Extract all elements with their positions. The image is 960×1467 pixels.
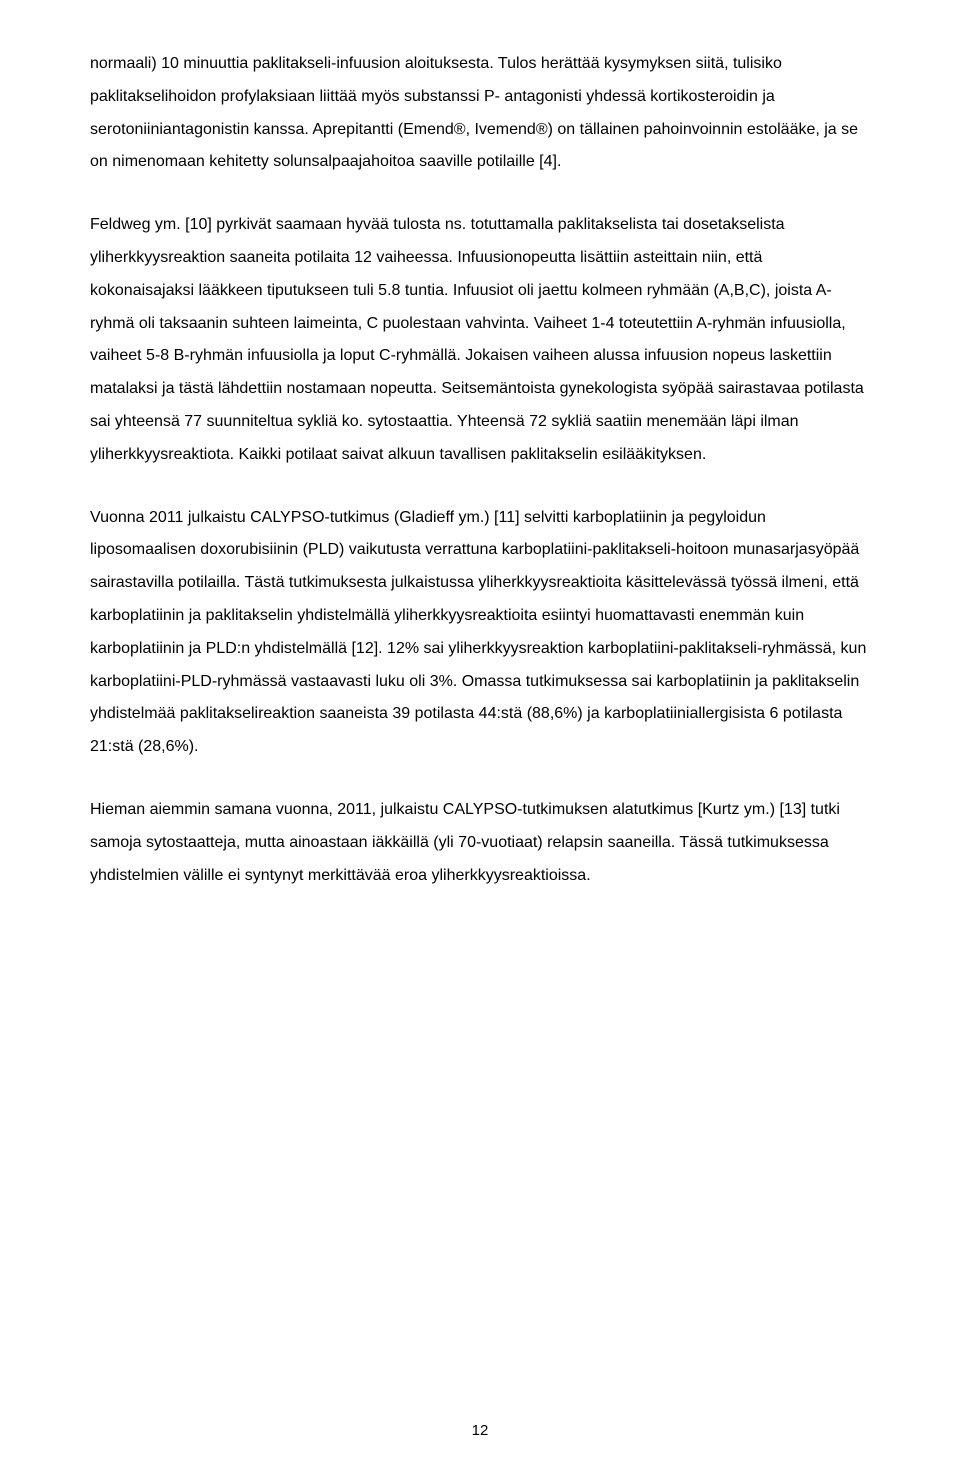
paragraph-3: Vuonna 2011 julkaistu CALYPSO-tutkimus (… bbox=[90, 502, 870, 764]
paragraph-4: Hieman aiemmin samana vuonna, 2011, julk… bbox=[90, 794, 870, 892]
paragraph-1: normaali) 10 minuuttia paklitakseli-infu… bbox=[90, 48, 870, 179]
paragraph-2: Feldweg ym. [10] pyrkivät saamaan hyvää … bbox=[90, 209, 870, 471]
page-number: 12 bbox=[0, 1422, 960, 1439]
document-page: normaali) 10 minuuttia paklitakseli-infu… bbox=[0, 0, 960, 1467]
